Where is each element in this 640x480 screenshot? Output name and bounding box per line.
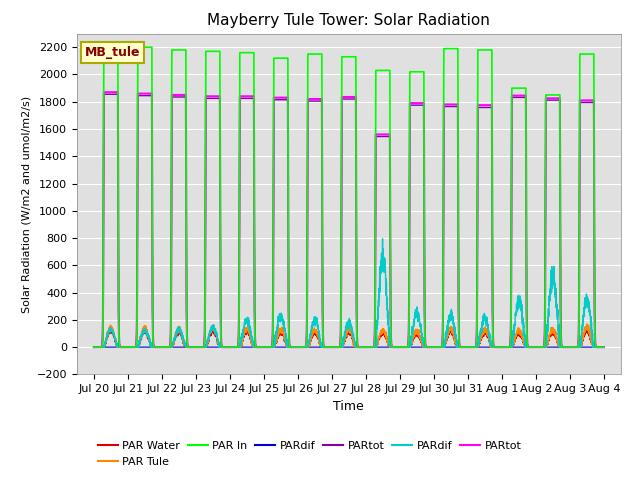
Legend: PAR Water, PAR Tule, PAR In, PARdif, PARtot, PARdif, PARtot: PAR Water, PAR Tule, PAR In, PARdif, PAR… xyxy=(93,437,526,471)
Y-axis label: Solar Radiation (W/m2 and umol/m2/s): Solar Radiation (W/m2 and umol/m2/s) xyxy=(21,96,31,312)
Title: Mayberry Tule Tower: Solar Radiation: Mayberry Tule Tower: Solar Radiation xyxy=(207,13,490,28)
Text: MB_tule: MB_tule xyxy=(85,46,140,59)
X-axis label: Time: Time xyxy=(333,400,364,413)
